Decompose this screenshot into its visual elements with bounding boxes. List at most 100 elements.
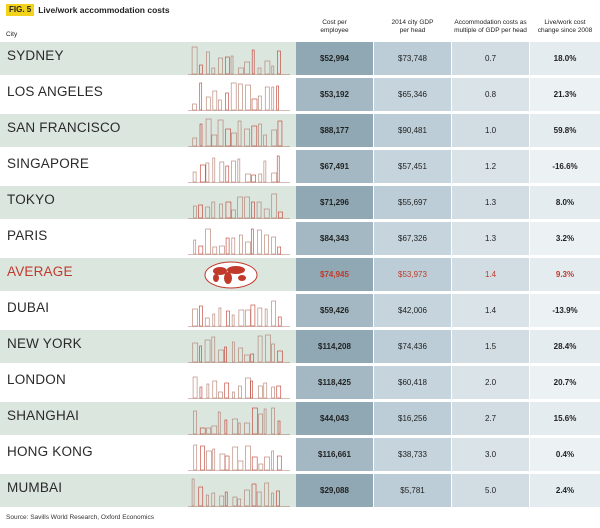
cost-cell: $29,088 [296, 474, 373, 507]
cost-cell: $44,043 [296, 402, 373, 435]
multiple-cell: 1.4 [452, 294, 529, 327]
figure-badge: FIG. 5 [6, 4, 35, 16]
column-header-gdp: 2014 city GDP per head [374, 14, 451, 40]
cost-cell: $53,192 [296, 78, 373, 111]
multiple-cell: 2.7 [452, 402, 529, 435]
row-background [0, 474, 296, 507]
cost-cell: $71,296 [296, 186, 373, 219]
column-header-city: City [6, 31, 18, 38]
row-background [0, 150, 296, 183]
column-header-change: Live/work cost change since 2008 [530, 14, 600, 40]
change-cell: 28.4% [530, 330, 600, 363]
row-background [0, 114, 296, 147]
skyline-icon [188, 478, 290, 507]
skyline-icon [188, 118, 290, 147]
row-background [0, 186, 296, 219]
city-name: SINGAPORE [7, 156, 90, 171]
gdp-cell: $67,326 [374, 222, 451, 255]
table-row: LOS ANGELES $53,192 $65,346 0.8 21.3% [0, 77, 600, 111]
gdp-cell: $5,781 [374, 474, 451, 507]
cost-cell: $116,661 [296, 438, 373, 471]
gdp-cell: $90,481 [374, 114, 451, 147]
gdp-cell: $55,697 [374, 186, 451, 219]
city-name: DUBAI [7, 300, 50, 315]
multiple-cell: 1.3 [452, 222, 529, 255]
change-cell: 18.0% [530, 42, 600, 75]
multiple-cell: 1.5 [452, 330, 529, 363]
gdp-cell: $74,436 [374, 330, 451, 363]
city-name: PARIS [7, 228, 48, 243]
city-name: LONDON [7, 372, 66, 387]
column-header-cost-text: Cost per employee [320, 19, 349, 34]
table-row: TOKYO $71,296 $55,697 1.3 8.0% [0, 185, 600, 219]
row-background [0, 366, 296, 399]
multiple-cell: 0.8 [452, 78, 529, 111]
change-cell: 21.3% [530, 78, 600, 111]
change-cell: 9.3% [530, 258, 600, 291]
figure-title: Live/work accommodation costs [38, 5, 170, 15]
gdp-cell: $57,451 [374, 150, 451, 183]
figure-header: FIG. 5 Live/work accommodation costs [6, 3, 170, 17]
city-name: TOKYO [7, 192, 56, 207]
column-header-gdp-text: 2014 city GDP per head [391, 19, 434, 34]
skyline-icon [188, 155, 290, 183]
row-background [0, 78, 296, 111]
city-name: SYDNEY [7, 48, 64, 63]
row-background [0, 330, 296, 363]
cost-cell: $88,177 [296, 114, 373, 147]
cost-cell: $118,425 [296, 366, 373, 399]
row-background [0, 402, 296, 435]
city-name: LOS ANGELES [7, 84, 103, 99]
row-background [0, 222, 296, 255]
skyline-icon [188, 444, 290, 471]
table-row: NEW YORK $114,208 $74,436 1.5 28.4% [0, 329, 600, 363]
change-cell: -16.6% [530, 150, 600, 183]
multiple-cell: 0.7 [452, 42, 529, 75]
source-note: Source: Savills World Research, Oxford E… [6, 514, 154, 521]
skyline-icon [188, 193, 290, 219]
skyline-icon [188, 82, 290, 111]
gdp-cell: $65,346 [374, 78, 451, 111]
multiple-cell: 1.4 [452, 258, 529, 291]
cost-cell: $52,994 [296, 42, 373, 75]
table-row: PARIS $84,343 $67,326 1.3 3.2% [0, 221, 600, 255]
change-cell: -13.9% [530, 294, 600, 327]
city-name: SHANGHAI [7, 408, 80, 423]
cost-cell: $59,426 [296, 294, 373, 327]
table-row: SAN FRANCISCO $88,177 $90,481 1.0 59.8% [0, 113, 600, 147]
gdp-cell: $53,973 [374, 258, 451, 291]
city-name: MUMBAI [7, 480, 63, 495]
row-background [0, 42, 296, 75]
multiple-cell: 3.0 [452, 438, 529, 471]
table-row: SINGAPORE $67,491 $57,451 1.2 -16.6% [0, 149, 600, 183]
change-cell: 59.8% [530, 114, 600, 147]
multiple-cell: 5.0 [452, 474, 529, 507]
table-row: MUMBAI $29,088 $5,781 5.0 2.4% [0, 473, 600, 507]
table-row: SYDNEY $52,994 $73,748 0.7 18.0% [0, 41, 600, 75]
cost-cell: $84,343 [296, 222, 373, 255]
skyline-icon [188, 300, 290, 327]
skyline-icon [188, 407, 290, 435]
skyline-icon [188, 376, 290, 399]
city-name: HONG KONG [7, 444, 93, 459]
gdp-cell: $38,733 [374, 438, 451, 471]
city-name: NEW YORK [7, 336, 82, 351]
skyline-icon [188, 46, 290, 75]
table-row: SHANGHAI $44,043 $16,256 2.7 15.6% [0, 401, 600, 435]
city-name: SAN FRANCISCO [7, 120, 121, 135]
skyline-icon [188, 334, 290, 363]
gdp-cell: $60,418 [374, 366, 451, 399]
change-cell: 15.6% [530, 402, 600, 435]
multiple-cell: 2.0 [452, 366, 529, 399]
cost-cell: $114,208 [296, 330, 373, 363]
gdp-cell: $73,748 [374, 42, 451, 75]
table-row: AVERAGE $74,945 $53,973 1.4 9.3% [0, 257, 600, 291]
gdp-cell: $42,006 [374, 294, 451, 327]
table-row: DUBAI $59,426 $42,006 1.4 -13.9% [0, 293, 600, 327]
row-background [0, 294, 296, 327]
world-map-icon [204, 261, 258, 289]
change-cell: 20.7% [530, 366, 600, 399]
cost-cell: $74,945 [296, 258, 373, 291]
table-row: LONDON $118,425 $60,418 2.0 20.7% [0, 365, 600, 399]
change-cell: 3.2% [530, 222, 600, 255]
